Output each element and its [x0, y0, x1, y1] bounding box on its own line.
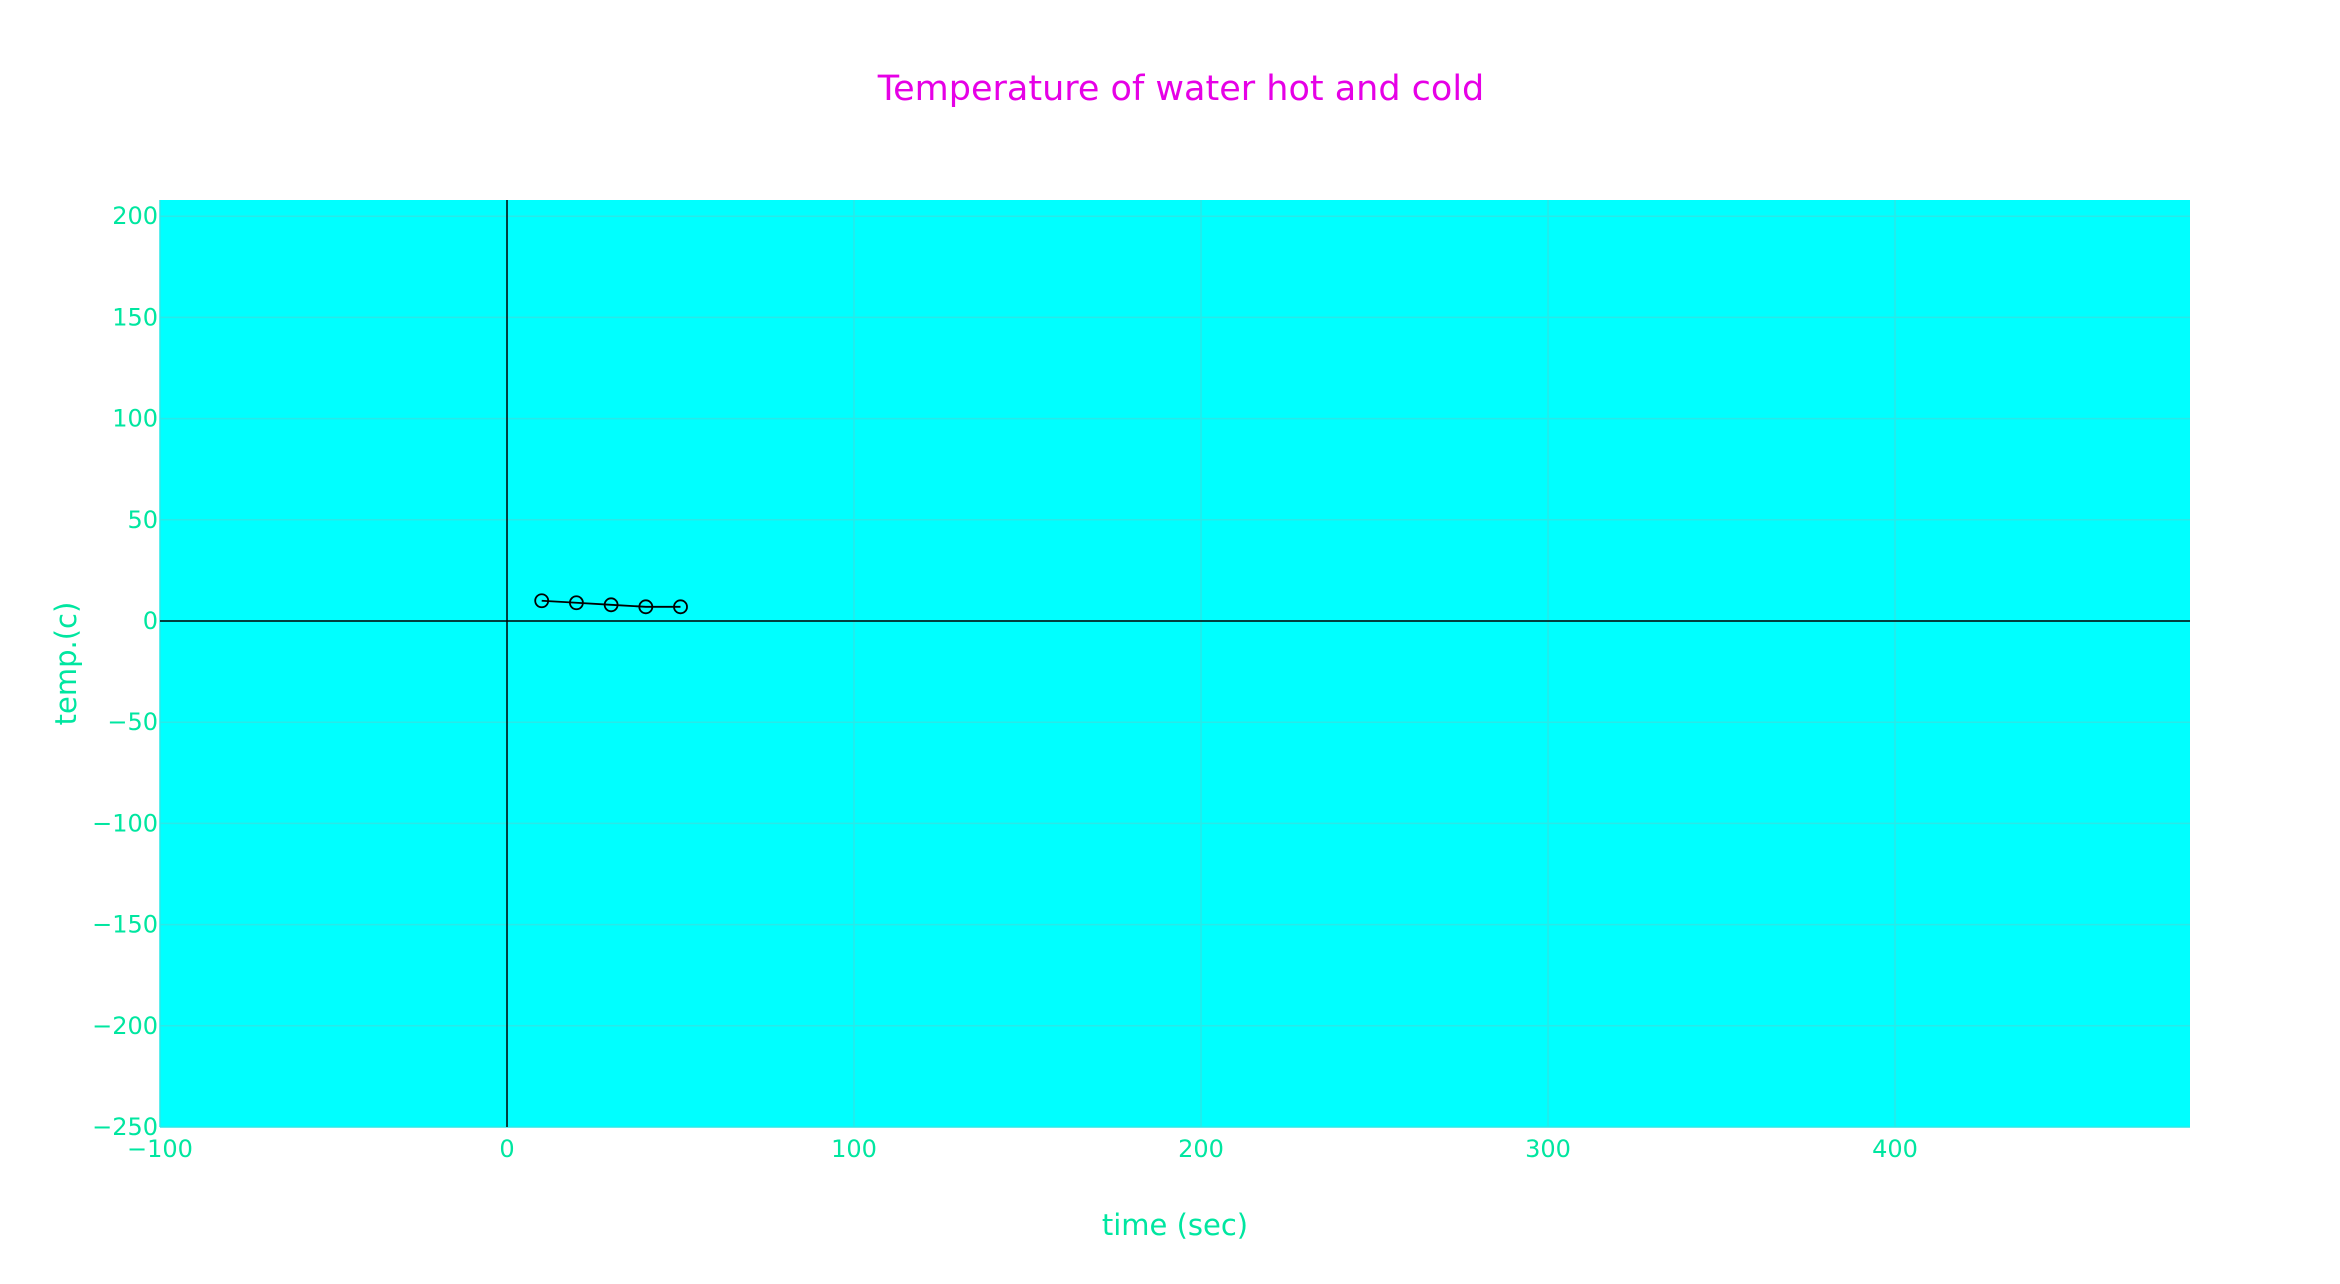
series-line [541, 599, 681, 608]
x-tick-labels: −100 0 100 200 300 400 [127, 1135, 1918, 1163]
x-tick-label: 200 [1178, 1135, 1224, 1163]
data-point-marker [638, 599, 654, 615]
y-tick-label: 150 [112, 303, 158, 331]
x-tick-label: 100 [831, 1135, 877, 1163]
y-tick-label: 50 [127, 506, 158, 534]
data-point-marker [569, 595, 584, 611]
y-gridlines [160, 215, 2190, 1128]
data-point-marker [673, 599, 688, 615]
x-tick-label: 400 [1872, 1135, 1918, 1163]
plot-area [160, 200, 2190, 1127]
zero-lines [160, 200, 2190, 1127]
x-tick-label: 300 [1525, 1135, 1571, 1163]
data-point-marker [534, 593, 550, 609]
series-layer [534, 593, 688, 615]
x-gridlines [159, 200, 1896, 1127]
y-tick-label: 100 [112, 405, 158, 433]
chart-title: Temperature of water hot and cold [877, 69, 1485, 109]
x-tick-label: 0 [499, 1135, 514, 1163]
y-tick-label: −150 [92, 911, 158, 939]
x-axis-title: time (sec) [1102, 1208, 1248, 1242]
y-tick-label: 200 [112, 202, 158, 230]
data-point-marker [603, 597, 619, 613]
y-tick-labels: −250 −200 −150 −100 −50 0 50 100 150 200 [92, 202, 158, 1141]
x-tick-label: −100 [127, 1135, 193, 1163]
y-tick-label: −250 [92, 1113, 158, 1141]
y-tick-label: −100 [92, 809, 158, 837]
y-tick-label: −200 [92, 1012, 158, 1040]
y-tick-label: 0 [143, 607, 158, 635]
y-tick-label: −50 [107, 708, 158, 736]
y-axis-title: temp.(c) [49, 602, 83, 726]
